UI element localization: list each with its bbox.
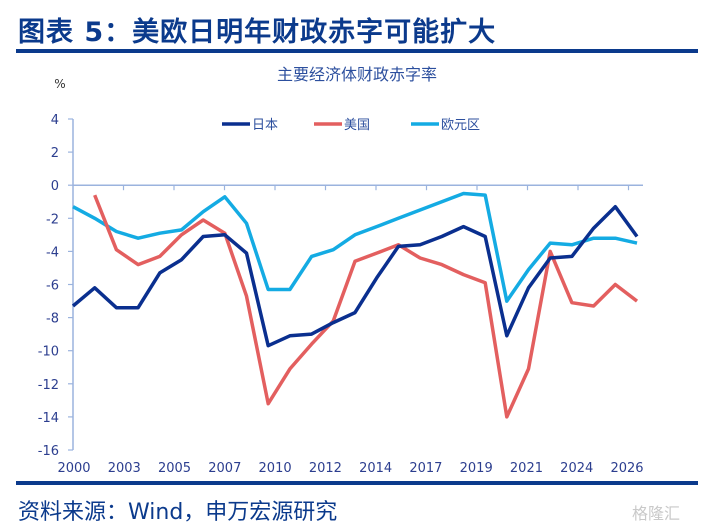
- x-tick-label: 2019: [460, 461, 493, 475]
- y-tick-label: -12: [38, 378, 59, 393]
- series-lines: [71, 191, 639, 419]
- y-tick-label: 4: [51, 113, 59, 128]
- y-tick-label: 0: [51, 179, 59, 194]
- x-tick-label: 2024: [560, 461, 593, 475]
- series-line-2: [72, 191, 638, 303]
- y-tick-label: -2: [46, 212, 59, 227]
- y-tick-label: -6: [46, 279, 59, 294]
- y-tick-label: -14: [38, 411, 59, 426]
- legend: 日本 美国 欧元区: [222, 118, 480, 133]
- legend-item: 美国: [314, 118, 370, 133]
- y-tick-label: -4: [46, 245, 59, 260]
- legend-item: 欧元区: [411, 118, 480, 133]
- chart-title: 主要经济体财政赤字率: [277, 65, 437, 84]
- x-tick-label: 2021: [510, 461, 543, 475]
- x-tick-label: 2014: [359, 461, 392, 475]
- y-tick-label: -8: [46, 312, 59, 327]
- legend-item: 日本: [222, 118, 278, 133]
- line-chart: 主要经济体财政赤字率 % 4 2 0 -2 -4 -6 -8 -10 -12 -14 -16 2000…: [38, 65, 644, 475]
- legend-label: 欧元区: [441, 118, 480, 133]
- axes: 4 2 0 -2 -4 -6 -8 -10 -12 -14 -16 2000 2003 2005 2007 2…: [38, 113, 644, 475]
- x-tick-label: 2012: [309, 461, 342, 475]
- x-tick-label: 2000: [57, 461, 90, 475]
- watermark: 格隆汇: [632, 504, 681, 523]
- figure-title: 图表 5：美欧日明年财政赤字可能扩大: [18, 17, 497, 48]
- x-tick-label: 2010: [259, 461, 292, 475]
- x-tick-label: 2003: [108, 461, 141, 475]
- y-tick-label: -16: [38, 444, 59, 459]
- x-tick-label: 2007: [208, 461, 241, 475]
- x-tick-label: 2026: [610, 461, 643, 475]
- series-line-1: [93, 194, 639, 419]
- legend-label: 日本: [252, 118, 278, 133]
- y-axis-unit: %: [54, 77, 65, 91]
- top-divider: [16, 49, 698, 53]
- legend-label: 美国: [344, 118, 370, 133]
- bottom-divider: [16, 481, 698, 485]
- x-tick-label: 2005: [158, 461, 191, 475]
- x-tick-label: 2017: [409, 461, 442, 475]
- series-line-0: [71, 204, 639, 348]
- y-tick-label: 2: [51, 146, 59, 161]
- source-note: 资料来源：Wind，申万宏源研究: [18, 500, 338, 525]
- y-tick-label: -10: [38, 345, 59, 360]
